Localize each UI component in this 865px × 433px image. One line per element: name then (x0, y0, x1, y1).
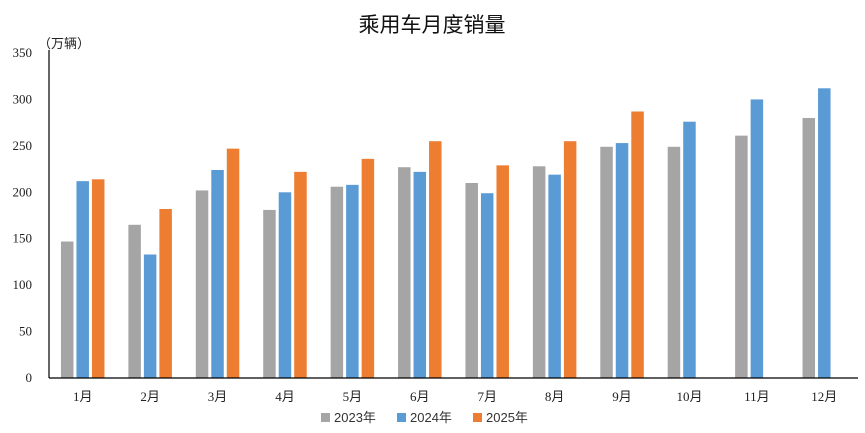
y-tick-label: 50 (19, 324, 32, 339)
bar-2025年-4月 (294, 171, 307, 378)
bar-2023年-10月 (667, 146, 681, 378)
bar-2023年-4月 (263, 209, 276, 378)
bar-2023年-5月 (330, 186, 344, 378)
y-tick-label: 150 (13, 231, 33, 246)
bar-2025年-3月 (226, 148, 240, 378)
bar-2024年-5月 (346, 184, 359, 378)
x-tick-label: 9月 (612, 389, 632, 404)
bar-2025年-6月 (429, 141, 442, 378)
bar-2023年-3月 (195, 190, 209, 378)
axes (48, 50, 858, 379)
bar-2023年-8月 (532, 166, 546, 378)
x-tick-label: 5月 (343, 389, 363, 404)
x-tick-label: 8月 (545, 389, 565, 404)
bar-2024年-3月 (211, 170, 224, 378)
bar-2025年-7月 (496, 165, 509, 378)
x-tick-label: 1月 (73, 389, 93, 404)
bar-2023年-9月 (600, 146, 613, 378)
legend-label: 2025年 (486, 410, 528, 425)
x-tick-label: 12月 (811, 389, 837, 404)
legend-swatch-2024年 (397, 413, 406, 422)
legend-swatch-2023年 (321, 413, 330, 422)
y-tick-label: 100 (13, 277, 33, 292)
y-tick-label: 200 (13, 184, 33, 199)
bar-2024年-1月 (76, 181, 89, 378)
bar-2024年-9月 (615, 143, 629, 378)
legend-label: 2024年 (410, 410, 452, 425)
bar-2023年-6月 (398, 167, 411, 378)
x-tick-label: 3月 (208, 389, 228, 404)
bar-2025年-5月 (361, 158, 375, 378)
bar-2023年-12月 (802, 118, 816, 378)
x-tick-label: 7月 (477, 389, 497, 404)
bar-2024年-7月 (480, 193, 494, 378)
y-axis-unit-label: （万辆） (38, 37, 90, 52)
chart-title: 乘用车月度销量 (359, 13, 506, 37)
bar-2023年-2月 (128, 224, 141, 378)
x-axis-ticks: 1月 2月 3月 4月 5月 6月 7月 8月 9月 10月 11月 12月 (73, 389, 837, 404)
bars-group (60, 88, 831, 379)
bar-2025年-9月 (631, 111, 644, 378)
bar-2024年-8月 (548, 174, 561, 378)
y-axis-ticks: 0 50 100 150 200 250 300 350 (13, 45, 33, 385)
bar-2024年-6月 (413, 171, 427, 378)
x-tick-label: 10月 (676, 389, 702, 404)
bar-2025年-2月 (159, 209, 172, 378)
bar-2025年-8月 (563, 141, 577, 378)
y-tick-label: 0 (26, 370, 33, 385)
x-tick-label: 2月 (140, 389, 160, 404)
bar-2023年-7月 (465, 183, 478, 378)
x-tick-label: 11月 (744, 389, 770, 404)
bar-2024年-12月 (818, 88, 831, 378)
bar-2023年-11月 (735, 135, 748, 378)
x-tick-label: 6月 (410, 389, 430, 404)
legend-swatch-2025年 (473, 413, 482, 422)
bar-2024年-2月 (143, 254, 157, 378)
y-tick-label: 350 (13, 45, 33, 60)
bar-2024年-11月 (750, 99, 764, 379)
legend-label: 2023年 (334, 410, 376, 425)
bar-2024年-10月 (683, 121, 696, 379)
y-tick-label: 250 (13, 138, 33, 153)
bar-2023年-1月 (60, 241, 74, 378)
bar-2025年-1月 (91, 179, 105, 378)
x-tick-label: 4月 (275, 389, 295, 404)
bar-2024年-4月 (278, 192, 292, 378)
legend: 2023年 2024年 2025年 (321, 410, 528, 425)
y-tick-label: 300 (13, 91, 33, 106)
